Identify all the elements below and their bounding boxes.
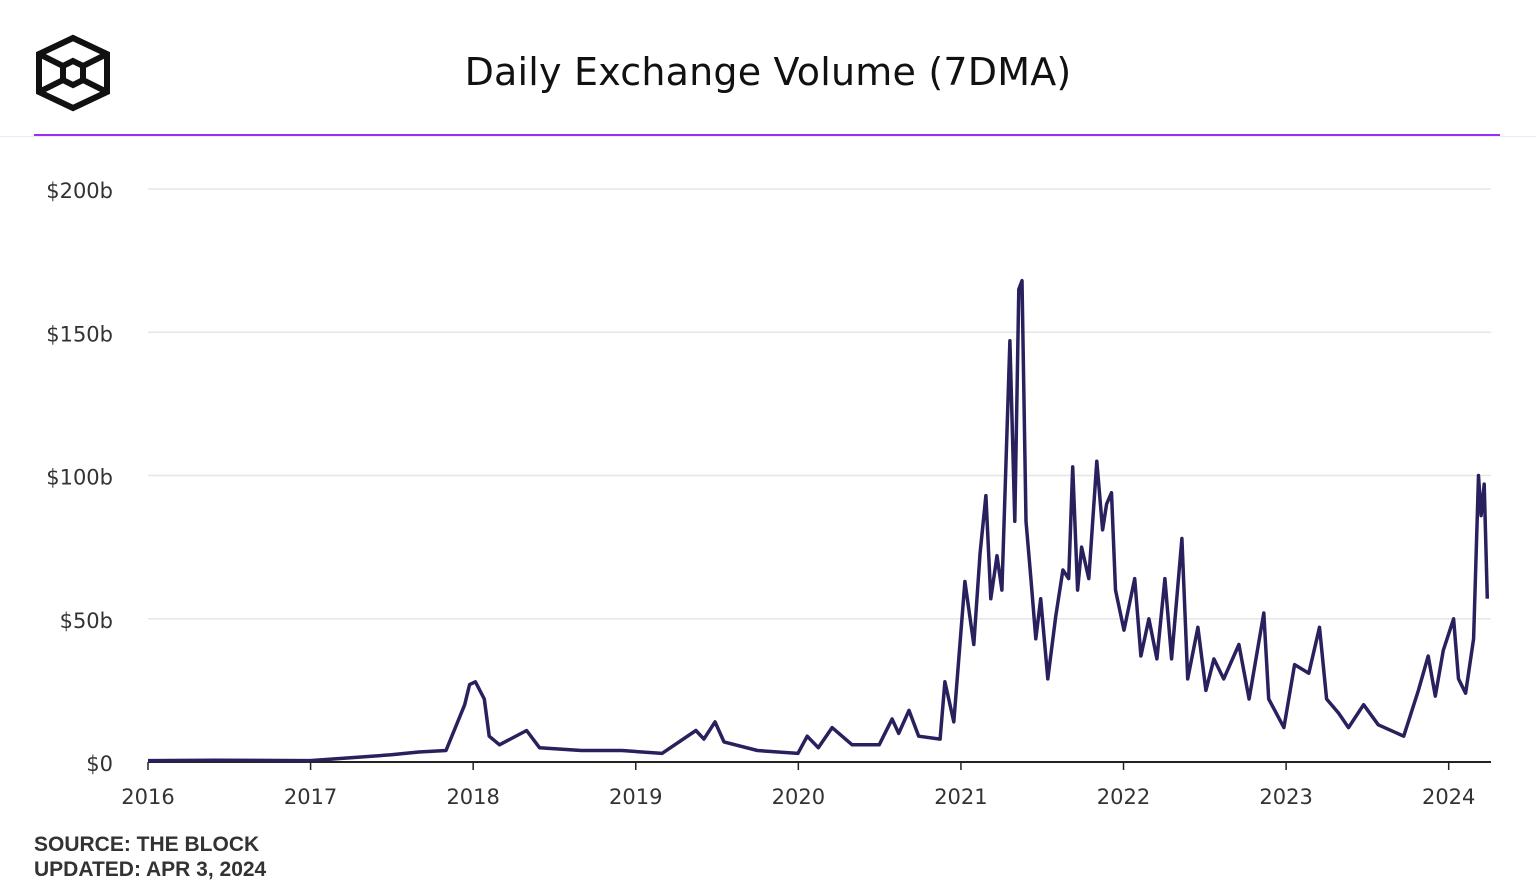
x-tick-label: 2024 (1422, 785, 1475, 809)
footer: SOURCE: THE BLOCK UPDATED: APR 3, 2024 (34, 832, 266, 882)
header-divider-shadow (0, 136, 1536, 137)
x-tick-label: 2017 (284, 785, 337, 809)
x-tick-label: 2022 (1097, 785, 1150, 809)
updated-label: UPDATED: APR 3, 2024 (34, 858, 267, 881)
source-label: SOURCE: THE BLOCK (34, 833, 260, 856)
x-tick-label: 2021 (934, 785, 987, 809)
y-tick-label: $50b (60, 609, 113, 633)
x-tick-label: 2020 (772, 785, 825, 809)
x-tick-label: 2023 (1259, 785, 1312, 809)
y-tick-label: $100b (46, 466, 113, 490)
series-line-exchange-volume (147, 278, 1490, 763)
y-tick-label: $150b (46, 322, 113, 346)
header-divider (34, 134, 1500, 136)
y-tick-label: $200b (46, 179, 113, 203)
y-tick-label: $0 (86, 752, 113, 776)
x-tick-label: 2018 (446, 785, 499, 809)
the-block-logo (36, 34, 110, 112)
x-tick-label: 2016 (121, 785, 174, 809)
x-tick-label: 2019 (609, 785, 662, 809)
chart-title: Daily Exchange Volume (7DMA) (464, 50, 1072, 94)
